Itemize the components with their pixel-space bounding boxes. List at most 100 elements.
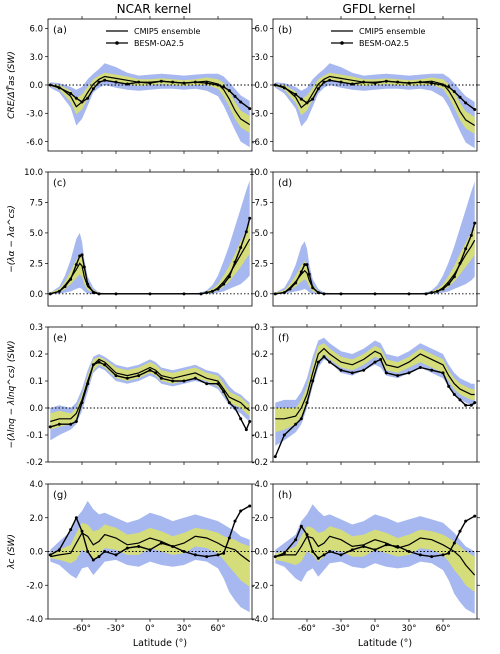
besm-point (447, 551, 451, 555)
besm-point (222, 282, 226, 286)
plot-area-d (273, 181, 477, 296)
panel-label: (b) (278, 25, 292, 36)
ensemble-mean-line (50, 532, 251, 563)
y-tick-label: 0.0 (254, 548, 268, 558)
besm-point (103, 78, 107, 82)
besm-point (182, 550, 186, 553)
besm-point (373, 360, 377, 364)
besm-point (74, 516, 78, 520)
besm-point (114, 553, 118, 557)
besm-point (441, 371, 445, 375)
y-tick-label: 10.0 (249, 168, 268, 178)
besm-point (441, 83, 445, 87)
y-axis-label: −(λlnq − λlnq^cs) (SW) (7, 341, 17, 449)
besm-point (80, 401, 84, 405)
besm-point (273, 83, 277, 87)
y-tick-label: 3.0 (29, 53, 43, 63)
besm-point (216, 382, 220, 386)
besm-point (294, 281, 298, 285)
panel-e: -0.2 -0.1 0.0 0.1 0.2 0.3 (e) −(λlnq − λlnq^cs)… (7, 323, 255, 468)
besm-point (182, 292, 186, 296)
x-tick-label: 0° (145, 624, 155, 634)
besm-point (239, 100, 243, 104)
besm-point (339, 368, 343, 372)
plot-area-f (273, 337, 477, 459)
besm-point (91, 291, 95, 295)
besm-point (273, 455, 277, 459)
panel-label: (g) (53, 490, 67, 501)
besm-point (148, 292, 152, 296)
besm-point (464, 101, 468, 105)
besm-point (473, 108, 477, 112)
besm-point (311, 379, 315, 383)
besm-point (69, 277, 73, 281)
legend: CMIP5 ensemble BESM-OA2.5 (331, 27, 425, 48)
besm-point (69, 422, 73, 426)
besm-point (273, 555, 277, 559)
besm-point (86, 550, 90, 553)
besm-point (305, 101, 309, 105)
besm-point (362, 544, 366, 548)
y-tick-label: -6.0 (26, 138, 43, 148)
besm-point (316, 360, 320, 364)
panel-c: 0.0 2.5 5.0 7.5 10.0 (c) −(λα − λα^cs) (7, 168, 255, 309)
spread-band-outer (275, 504, 475, 614)
besm-point (216, 287, 220, 291)
besm-point (339, 292, 343, 296)
besm-line (50, 361, 251, 432)
besm-point (299, 97, 303, 101)
besm-point (227, 536, 231, 540)
besm-point (294, 538, 298, 542)
besm-point (248, 420, 252, 423)
besm-point (322, 292, 326, 296)
y-axis-label: −(λα − λα^cs) (7, 205, 17, 273)
y-tick-label: 6.0 (29, 25, 43, 35)
besm-point (91, 87, 95, 91)
y-tick-label: 0.3 (29, 323, 43, 333)
y-tick-label: -4.0 (26, 615, 43, 625)
y-tick-label: 2.0 (254, 514, 268, 524)
besm-point (282, 433, 286, 437)
besm-point (171, 80, 175, 84)
besm-point (244, 428, 248, 432)
besm-point (248, 107, 252, 111)
axes-frame (47, 326, 253, 463)
besm-line (275, 515, 476, 560)
besm-point (199, 292, 203, 296)
besm-point (435, 289, 439, 293)
besm-point (379, 357, 383, 361)
y-tick-label: 2.5 (254, 260, 268, 270)
panel-f: -0.2 -0.1 0.0 0.1 0.2 0.3 (f) (251, 323, 480, 468)
besm-point (328, 550, 332, 553)
y-tick-label: 7.5 (29, 199, 43, 209)
besm-point (328, 78, 332, 82)
besm-point (464, 519, 468, 523)
panel-label: (a) (53, 25, 67, 36)
legend-label-ensemble: CMIP5 ensemble (134, 27, 200, 36)
besm-line (274, 355, 476, 457)
besm-point (299, 417, 303, 421)
plot-area-c (48, 180, 252, 296)
besm-point (74, 96, 78, 100)
besm-point (299, 270, 303, 274)
besm-point (473, 514, 477, 518)
besm-line (49, 505, 251, 561)
x-tick-label: 60° (210, 624, 225, 634)
y-tick-label: 0.1 (254, 377, 268, 387)
y-tick-label: 3.0 (254, 53, 268, 63)
x-tick-label: -60° (73, 624, 91, 634)
besm-point (430, 291, 434, 295)
y-tick-label: 7.5 (254, 199, 268, 209)
besm-point (148, 81, 152, 85)
besm-point (350, 548, 354, 552)
panel-h: -4.0 -2.0 0.0 2.0 4.0 -60° -30° 0° 30° 60° (h) (251, 480, 480, 634)
plot-area-a (48, 63, 252, 148)
panel-a: -6.0 -3.0 0.0 3.0 6.0 (a) CRE/ΔT̄as (SW) CMIP5 … (5, 16, 255, 154)
besm-point (294, 92, 298, 96)
besm-point (171, 544, 175, 548)
besm-point (137, 374, 141, 378)
y-tick-label: -2.0 (251, 581, 268, 591)
besm-point (473, 401, 477, 405)
besm-point (316, 556, 320, 560)
besm-point (418, 80, 422, 84)
